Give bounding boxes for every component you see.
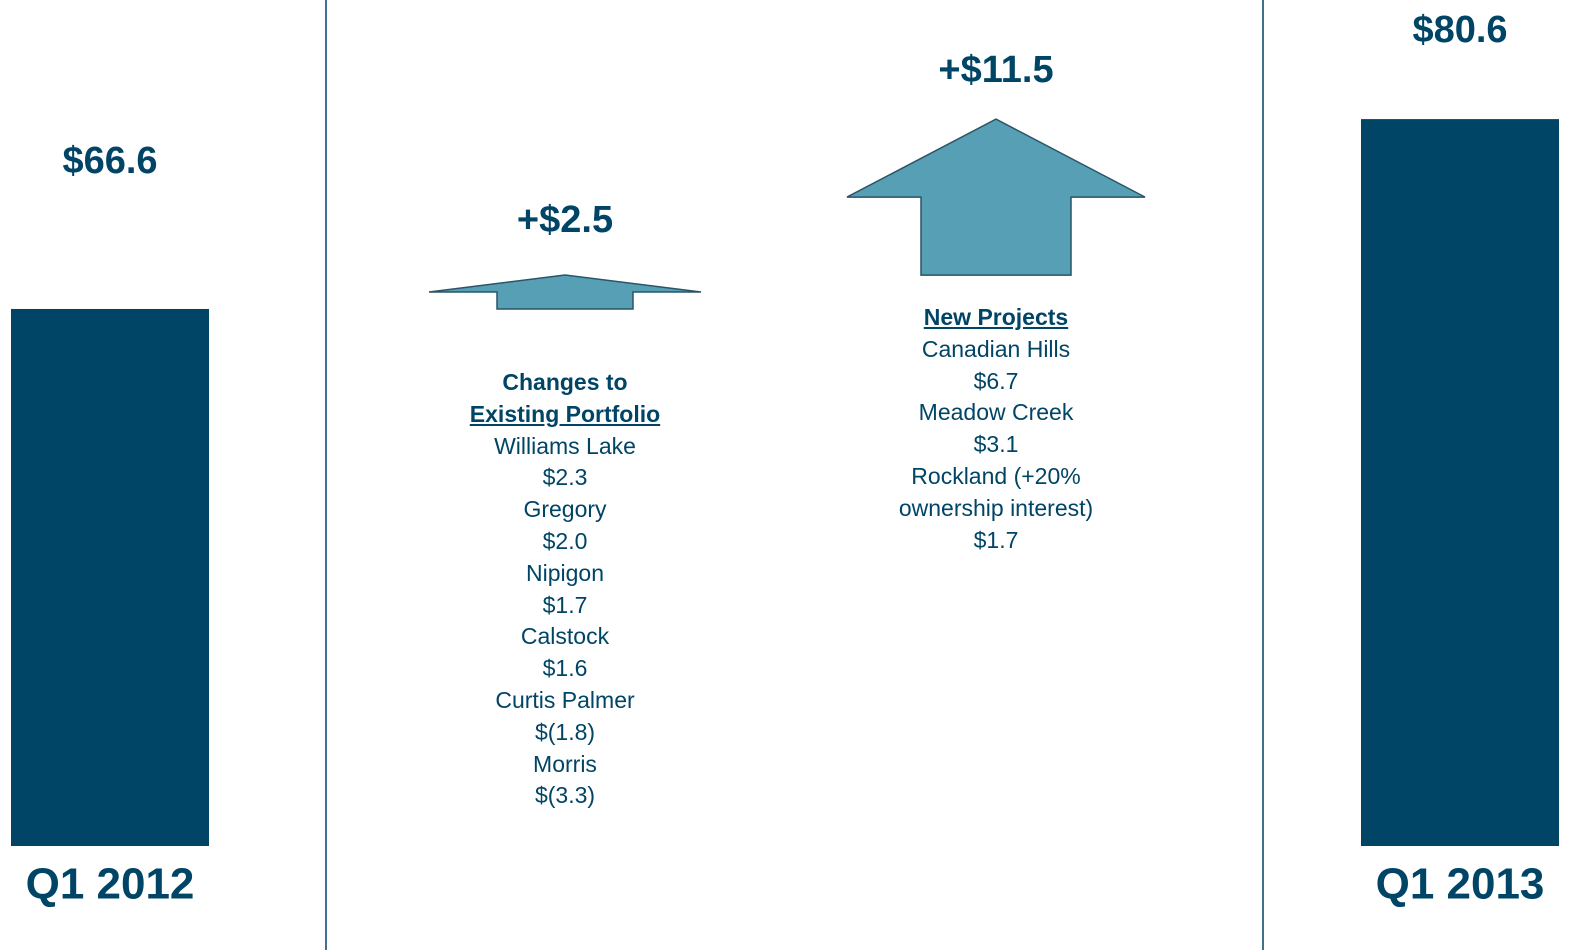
subheading: New Projects [923,304,1069,330]
item-value: $(3.3) [534,782,596,809]
value-label: $80.6 [1412,9,1507,51]
arrow [428,274,702,310]
category-label: Q1 2012 [26,860,195,909]
item-value: $6.7 [973,367,1019,394]
item-name: Meadow Creek [918,399,1074,426]
item-value: $3.1 [973,431,1019,458]
value-label: +$11.5 [938,49,1053,91]
value-label: $66.6 [62,140,157,182]
item-name: Calstock [520,623,610,650]
item-value: $1.7 [542,591,588,618]
detail-list: New Projects Canadian Hills $6.7 Meadow Cre… [886,302,1106,556]
heading: Changes to [502,369,628,395]
category-label: Q1 2013 [1376,860,1545,909]
item-value: $(1.8) [534,718,596,745]
subheading: Existing Portfolio [469,400,661,427]
item-name: Gregory [523,496,607,523]
item-name: Morris [533,750,597,777]
bar [11,308,209,847]
item-name: Williams Lake [494,432,636,459]
item-name: Curtis Palmer [495,686,635,713]
item-value: $1.7 [973,526,1019,553]
item-value: $1.6 [542,655,588,682]
item-value: $2.0 [542,527,588,554]
bar [1361,119,1559,847]
item-name: Canadian Hills [921,335,1071,362]
item-name: Rockland (+20% ownership interest) [898,462,1094,521]
item-value: $2.3 [542,464,588,491]
item-name: Nipigon [526,559,604,586]
detail-list: Changes to Existing Portfolio Williams Lak… [455,367,675,812]
arrow [846,118,1146,276]
value-label: +$2.5 [517,199,613,241]
